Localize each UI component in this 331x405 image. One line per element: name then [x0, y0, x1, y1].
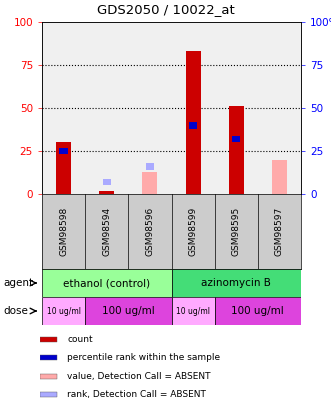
Bar	[42, 269, 171, 297]
Bar	[60, 147, 68, 154]
Text: azinomycin B: azinomycin B	[201, 278, 271, 288]
Bar	[215, 297, 301, 325]
Text: GSM98594: GSM98594	[102, 207, 111, 256]
Bar	[142, 172, 158, 194]
Bar	[40, 337, 57, 341]
Bar	[40, 374, 57, 379]
Bar	[42, 297, 85, 325]
Bar	[171, 269, 301, 297]
Bar	[56, 143, 71, 194]
Text: rank, Detection Call = ABSENT: rank, Detection Call = ABSENT	[68, 390, 206, 399]
Text: GSM98595: GSM98595	[232, 207, 241, 256]
Bar	[171, 297, 215, 325]
Text: agent: agent	[3, 278, 33, 288]
Bar	[40, 392, 57, 397]
Bar	[189, 122, 197, 129]
Bar	[146, 163, 154, 170]
Bar	[103, 179, 111, 185]
Bar	[272, 160, 287, 194]
Text: value, Detection Call = ABSENT: value, Detection Call = ABSENT	[68, 372, 211, 381]
Text: 100 ug/ml: 100 ug/ml	[102, 306, 155, 316]
Text: 10 ug/ml: 10 ug/ml	[176, 307, 210, 315]
Text: 10 ug/ml: 10 ug/ml	[47, 307, 80, 315]
Bar	[99, 191, 114, 194]
Bar	[40, 355, 57, 360]
Text: GSM98598: GSM98598	[59, 207, 68, 256]
Text: percentile rank within the sample: percentile rank within the sample	[68, 353, 220, 362]
Bar	[229, 106, 244, 194]
Text: GDS2050 / 10022_at: GDS2050 / 10022_at	[97, 3, 234, 16]
Bar	[232, 136, 240, 143]
Text: dose: dose	[3, 306, 28, 316]
Text: GSM98597: GSM98597	[275, 207, 284, 256]
Text: GSM98599: GSM98599	[189, 207, 198, 256]
Text: count: count	[68, 335, 93, 343]
Text: 100 ug/ml: 100 ug/ml	[231, 306, 284, 316]
Text: GSM98596: GSM98596	[145, 207, 155, 256]
Bar	[186, 51, 201, 194]
Text: ethanol (control): ethanol (control)	[63, 278, 150, 288]
Bar	[85, 297, 171, 325]
